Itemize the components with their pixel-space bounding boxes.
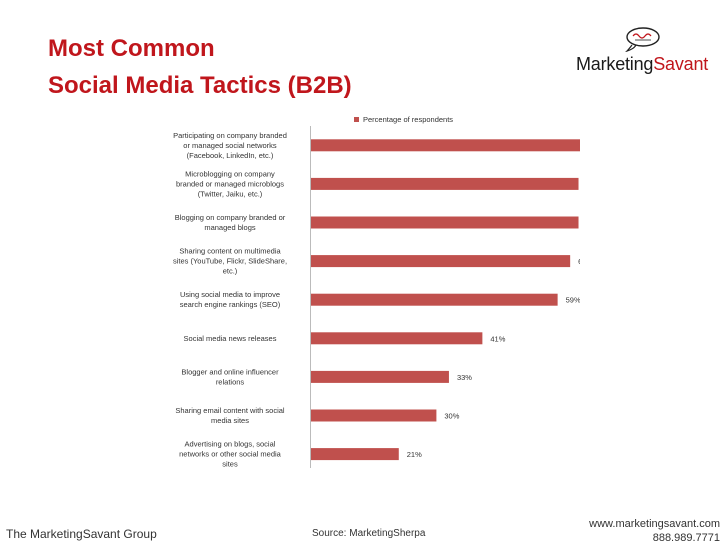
chart-legend: Percentage of respondents <box>354 115 453 124</box>
data-label: 41% <box>490 334 505 343</box>
bar <box>311 332 483 345</box>
legend-swatch <box>354 117 359 122</box>
logo-wordmark: MarketingSavant <box>576 54 708 75</box>
legend-label: Percentage of respondents <box>363 115 453 124</box>
data-label: 62% <box>578 257 580 266</box>
bar <box>311 216 579 229</box>
data-label: 30% <box>444 412 459 421</box>
bar <box>311 293 558 306</box>
title-line-1: Most Common <box>48 35 215 62</box>
footer-phone: 888.989.7771 <box>652 532 720 544</box>
data-label: 59% <box>566 296 580 305</box>
category-label: Microblogging on company branded or manag… <box>176 169 284 198</box>
category-label: Blogging on company branded or managed bl… <box>175 213 286 232</box>
category-label: Advertising on blogs, social networks or … <box>179 440 282 468</box>
bar <box>311 370 449 383</box>
bar <box>311 448 399 461</box>
category-label: Participating on company branded or manag… <box>173 131 287 160</box>
bar <box>311 177 579 190</box>
slide-title: Most Common Social Media Tactics (B2B) <box>48 30 352 104</box>
bar <box>311 255 571 268</box>
category-label: Sharing email content with social media s… <box>175 406 285 425</box>
thought-bubble-icon <box>625 27 660 52</box>
data-label: 21% <box>407 450 422 459</box>
category-label: Blogger and online influencer relations <box>181 367 279 386</box>
bar <box>311 409 437 422</box>
title-line-2: Social Media Tactics (B2B) <box>48 72 352 99</box>
category-label: Social media news releases <box>184 334 277 343</box>
footer-contact: www.marketingsavant.com 888.989.7771 <box>589 517 720 545</box>
category-label: Sharing content on multimedia sites (YouT… <box>173 247 287 276</box>
data-label: 33% <box>457 373 472 382</box>
logo-text-accent: Savant <box>653 54 709 74</box>
logo-text-main: Marketing <box>576 54 654 74</box>
category-label: Using social media to improve search engi… <box>180 290 281 309</box>
footer-company: The MarketingSavant Group <box>6 527 157 541</box>
footer-website[interactable]: www.marketingsavant.com <box>589 518 720 530</box>
footer-source: Source: MarketingSherpa <box>312 528 426 539</box>
bar <box>311 139 580 152</box>
marketingsavant-logo[interactable]: MarketingSavant <box>576 26 716 78</box>
bar-chart: Percentage of respondents Participating o… <box>173 115 580 468</box>
